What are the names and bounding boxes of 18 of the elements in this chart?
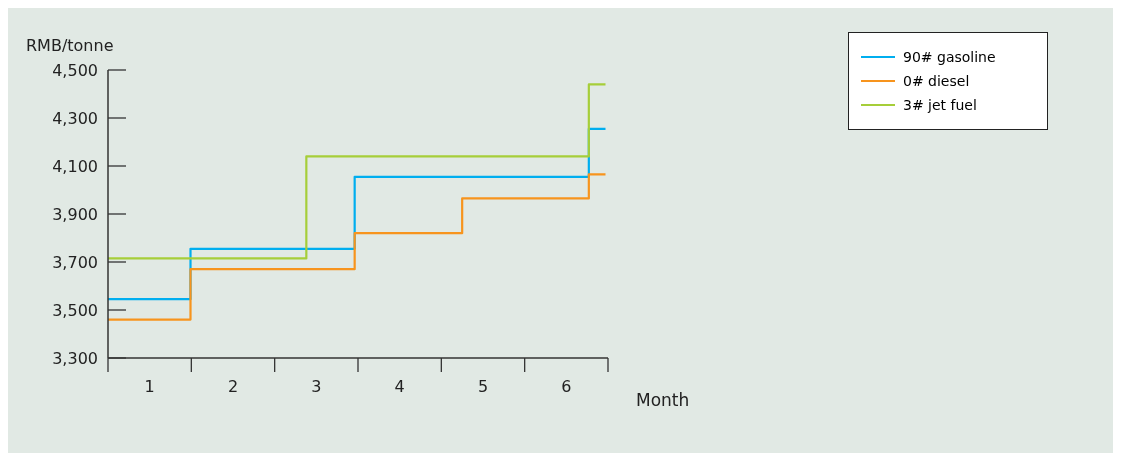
x-tick-label: 6 — [561, 377, 572, 396]
y-tick-label: 3,900 — [52, 204, 98, 224]
x-tick-label: 2 — [227, 377, 239, 396]
x-axis-title: Month — [636, 390, 690, 411]
x-tick-label: 5 — [477, 377, 489, 396]
y-axis-title: RMB/tonne — [26, 36, 114, 55]
y-tick-label: 3,300 — [52, 348, 98, 368]
legend-label: 90# gasoline — [903, 49, 996, 65]
legend-label: 3# jet fuel — [903, 97, 977, 113]
x-tick-label: 4 — [394, 377, 405, 396]
y-tick-label: 3,500 — [52, 300, 98, 320]
y-tick-label: 4,100 — [52, 156, 98, 176]
x-tick-label: 3 — [311, 377, 322, 396]
y-tick-label: 4,500 — [52, 60, 98, 80]
y-tick-label: 3,700 — [52, 252, 98, 272]
y-tick-label: 4,300 — [52, 108, 98, 128]
legend-label: 0# diesel — [903, 73, 970, 89]
x-tick-label: 1 — [144, 377, 155, 396]
